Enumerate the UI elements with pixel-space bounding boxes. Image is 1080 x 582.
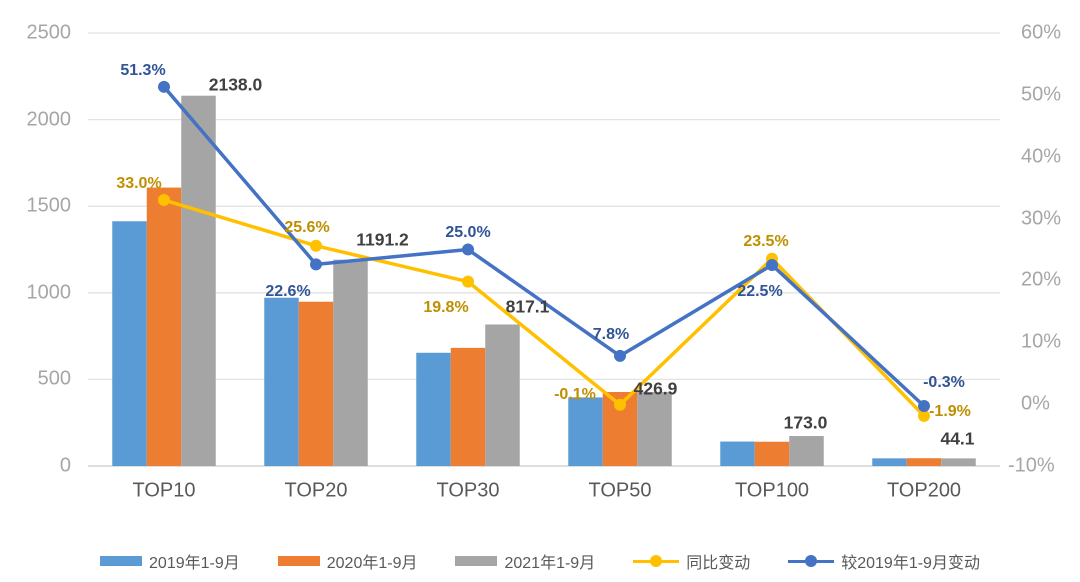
dot-2019-1-9-top30 (462, 243, 474, 256)
bar-2020-1-9-top10 (146, 187, 182, 466)
line-2019-1-9 (162, 85, 926, 408)
dot-x-top20 (310, 239, 322, 252)
legend-swatch-yoy-line-icon (633, 555, 680, 567)
legend-item-2020: 2020年1-9月 (277, 549, 418, 573)
bar-2021-1-9-top20 (333, 259, 368, 466)
legend-label-yoy-change: 同比变动 (686, 555, 751, 572)
bar-2021-1-9-top200 (941, 458, 976, 466)
legend-label-2020: 2020年1-9月 (326, 555, 418, 572)
legend-label-2019: 2019年1-9月 (149, 555, 240, 572)
bar-2021-1-9-top30 (485, 324, 520, 466)
dot-2019-1-9-top50 (614, 349, 626, 362)
legend-label-2021: 2021年1-9月 (504, 555, 596, 572)
bar-2019-1-9-top30 (416, 352, 451, 466)
bar-2020-1-9-top200 (906, 458, 942, 466)
line-x (162, 198, 926, 418)
bar-2019-1-9-top20 (264, 297, 299, 466)
bar-2020-1-9-top30 (450, 347, 486, 466)
bar-2021-1-9-top50 (637, 392, 672, 466)
legend-item-vs2019-change: 较2019年1-9月变动 (788, 549, 980, 573)
bar-2019-1-9-top200 (872, 458, 907, 466)
dot-x-top30 (462, 275, 474, 288)
legend-item-2019: 2019年1-9月 (100, 549, 240, 573)
chart-legend: 2019年1-9月 2020年1-9月 2021年1-9月 同比变动 较2019… (0, 548, 1080, 574)
bar-2020-1-9-top100 (754, 441, 790, 466)
dot-x-top200 (918, 409, 930, 422)
dot-x-top50 (614, 398, 626, 411)
bar-2020-1-9-top20 (298, 301, 334, 466)
dot-2019-1-9-top10 (158, 80, 170, 93)
legend-item-2021: 2021年1-9月 (455, 549, 595, 573)
legend-swatch-2020-bar (277, 556, 320, 566)
dot-2019-1-9-top200 (918, 399, 930, 412)
legend-swatch-2021-bar (455, 556, 498, 566)
bar-2019-1-9-top50 (568, 397, 603, 466)
dot-x-top10 (158, 194, 170, 207)
legend-label-vs2019-change: 较2019年1-9月变动 (841, 555, 980, 572)
bar-2021-1-9-top100 (789, 436, 824, 466)
dot-2019-1-9-top100 (766, 258, 778, 271)
bar-2019-1-9-top100 (720, 441, 755, 466)
legend-item-yoy-change: 同比变动 (633, 549, 750, 573)
bar-2021-1-9-top10 (181, 95, 216, 467)
legend-swatch-vs2019-line-icon (788, 555, 835, 567)
bar-2019-1-9-top10 (112, 221, 147, 466)
dot-2019-1-9-top20 (310, 258, 322, 271)
legend-swatch-2019-bar (100, 556, 143, 566)
